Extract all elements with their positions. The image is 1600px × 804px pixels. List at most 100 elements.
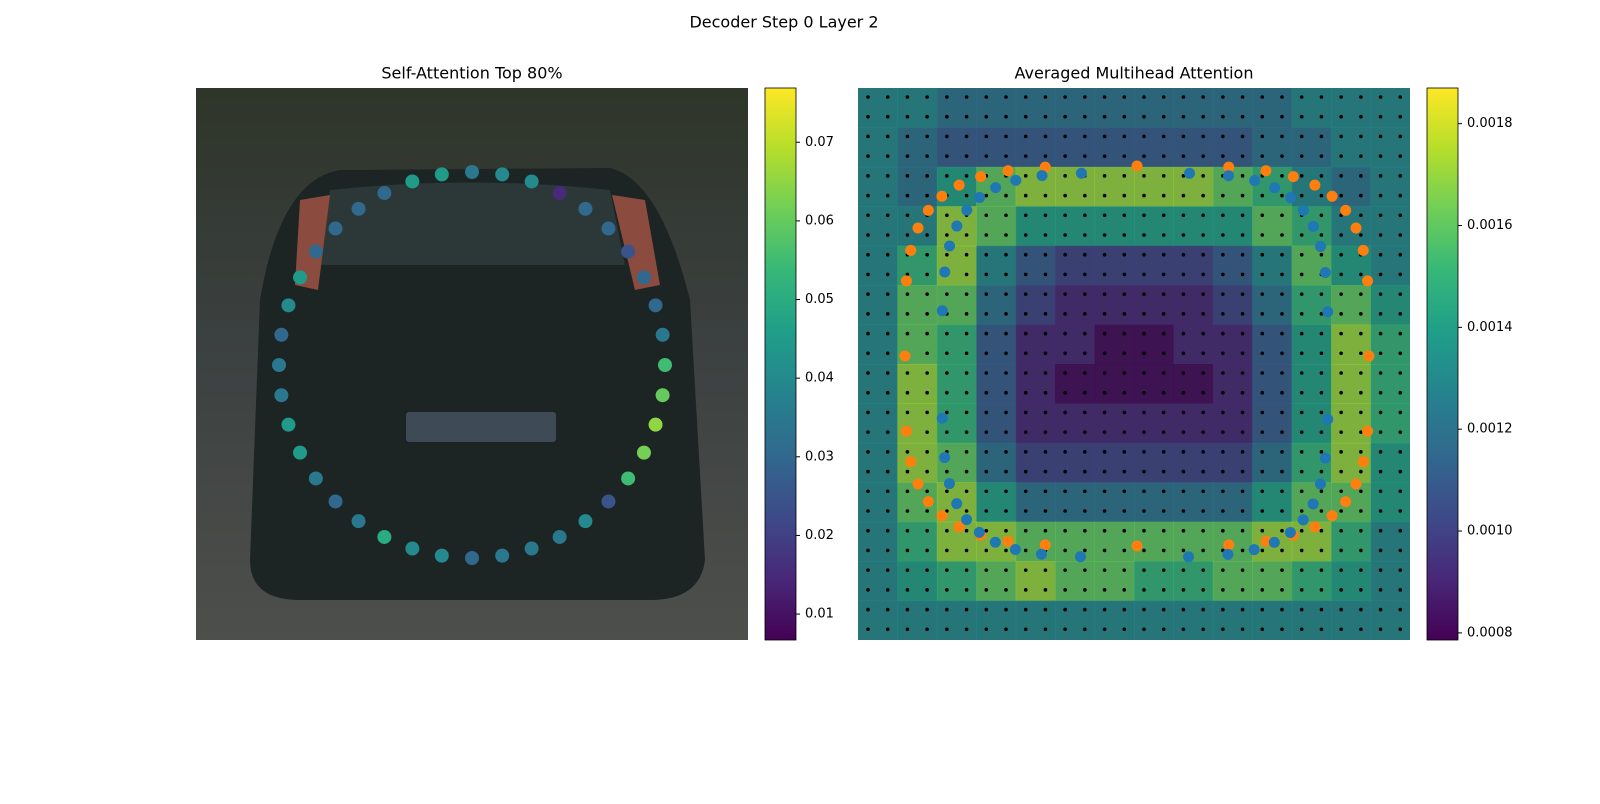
heatmap-cell — [897, 521, 938, 562]
reference-point — [1319, 213, 1324, 218]
reference-point — [964, 233, 969, 237]
reference-point — [1319, 95, 1324, 99]
reference-point — [1359, 193, 1363, 198]
reference-point — [1023, 174, 1028, 178]
reference-point — [885, 154, 890, 158]
reference-point — [1359, 588, 1363, 592]
reference-point — [1181, 548, 1186, 553]
sampling-point — [1035, 548, 1047, 560]
reference-point — [1004, 489, 1008, 494]
reference-point — [885, 252, 890, 257]
reference-point — [1122, 430, 1127, 434]
reference-point — [1004, 607, 1008, 612]
reference-point — [1398, 351, 1403, 356]
reference-point-predicted — [1309, 179, 1321, 191]
reference-point — [1122, 568, 1127, 572]
reference-point — [964, 154, 969, 158]
heatmap-cell — [1015, 88, 1056, 128]
attention-point — [578, 514, 593, 529]
reference-point — [1378, 528, 1383, 533]
heatmap-cell — [897, 364, 938, 404]
reference-point — [1378, 469, 1383, 474]
reference-point — [1319, 410, 1324, 415]
reference-point — [1240, 548, 1245, 553]
reference-point — [984, 312, 989, 316]
reference-point — [885, 351, 890, 356]
reference-point-predicted — [953, 521, 965, 533]
heatmap-cell — [858, 127, 898, 168]
reference-point — [1299, 430, 1304, 434]
reference-point — [1260, 410, 1265, 415]
reference-point — [866, 154, 870, 158]
reference-point — [1004, 292, 1008, 296]
attention-point — [274, 327, 289, 342]
heatmap-cell — [1252, 245, 1293, 286]
reference-point — [1083, 588, 1087, 592]
reference-point — [1339, 331, 1343, 336]
reference-point — [1221, 213, 1225, 218]
reference-point — [1240, 193, 1245, 198]
reference-point — [1201, 154, 1205, 158]
sampling-point — [989, 536, 1001, 548]
reference-point — [885, 430, 890, 434]
attention-point — [524, 541, 539, 556]
reference-point — [1122, 588, 1127, 592]
reference-point — [885, 272, 890, 277]
reference-point — [1063, 154, 1067, 158]
reference-point — [1122, 252, 1127, 257]
reference-point — [945, 351, 949, 356]
heatmap-cell — [1134, 166, 1174, 207]
reference-point — [1280, 469, 1284, 474]
heatmap-cell — [1331, 521, 1372, 562]
reference-point — [1102, 312, 1107, 316]
reference-point — [1240, 95, 1245, 99]
reference-point-predicted — [900, 425, 912, 437]
reference-point — [1319, 509, 1324, 513]
reference-point — [1299, 568, 1304, 572]
reference-point — [905, 331, 910, 336]
reference-point — [1378, 410, 1383, 415]
attention-point — [328, 221, 343, 236]
reference-point — [1280, 548, 1284, 553]
reference-point — [1299, 627, 1304, 632]
reference-point — [1280, 292, 1284, 296]
reference-point — [1359, 174, 1363, 178]
reference-point-predicted — [922, 204, 934, 216]
sampling-point — [1249, 175, 1261, 187]
reference-point — [984, 252, 989, 257]
reference-point — [945, 509, 949, 513]
reference-point — [925, 95, 929, 99]
reference-point — [964, 134, 969, 139]
reference-point — [905, 312, 910, 316]
reference-point — [905, 528, 910, 533]
reference-point — [1023, 607, 1028, 612]
sampling-point — [943, 478, 955, 490]
reference-point — [1102, 213, 1107, 218]
reference-point — [1142, 252, 1146, 257]
reference-point — [1083, 272, 1087, 277]
reference-point — [1161, 114, 1166, 119]
reference-point — [964, 410, 969, 415]
attention-point — [552, 529, 567, 544]
reference-point-predicted — [1287, 171, 1299, 183]
reference-point — [1398, 450, 1403, 454]
heatmap-cell — [1134, 364, 1174, 404]
reference-point — [1378, 607, 1383, 612]
reference-point — [964, 627, 969, 632]
reference-point — [1280, 410, 1284, 415]
reference-point — [866, 469, 870, 474]
reference-point — [945, 627, 949, 632]
heatmap-cell — [1212, 127, 1253, 168]
sampling-point — [1297, 204, 1309, 216]
reference-point — [1240, 568, 1245, 572]
reference-point — [1240, 509, 1245, 513]
heatmap-cell — [1252, 403, 1293, 444]
heatmap-cell — [1055, 88, 1096, 128]
heatmap-cell — [976, 324, 1017, 365]
reference-point — [1280, 193, 1284, 198]
attention-point — [308, 471, 323, 486]
sampling-point — [1307, 498, 1319, 510]
reference-point — [1043, 252, 1048, 257]
reference-point — [1063, 528, 1067, 533]
reference-point — [1240, 331, 1245, 336]
